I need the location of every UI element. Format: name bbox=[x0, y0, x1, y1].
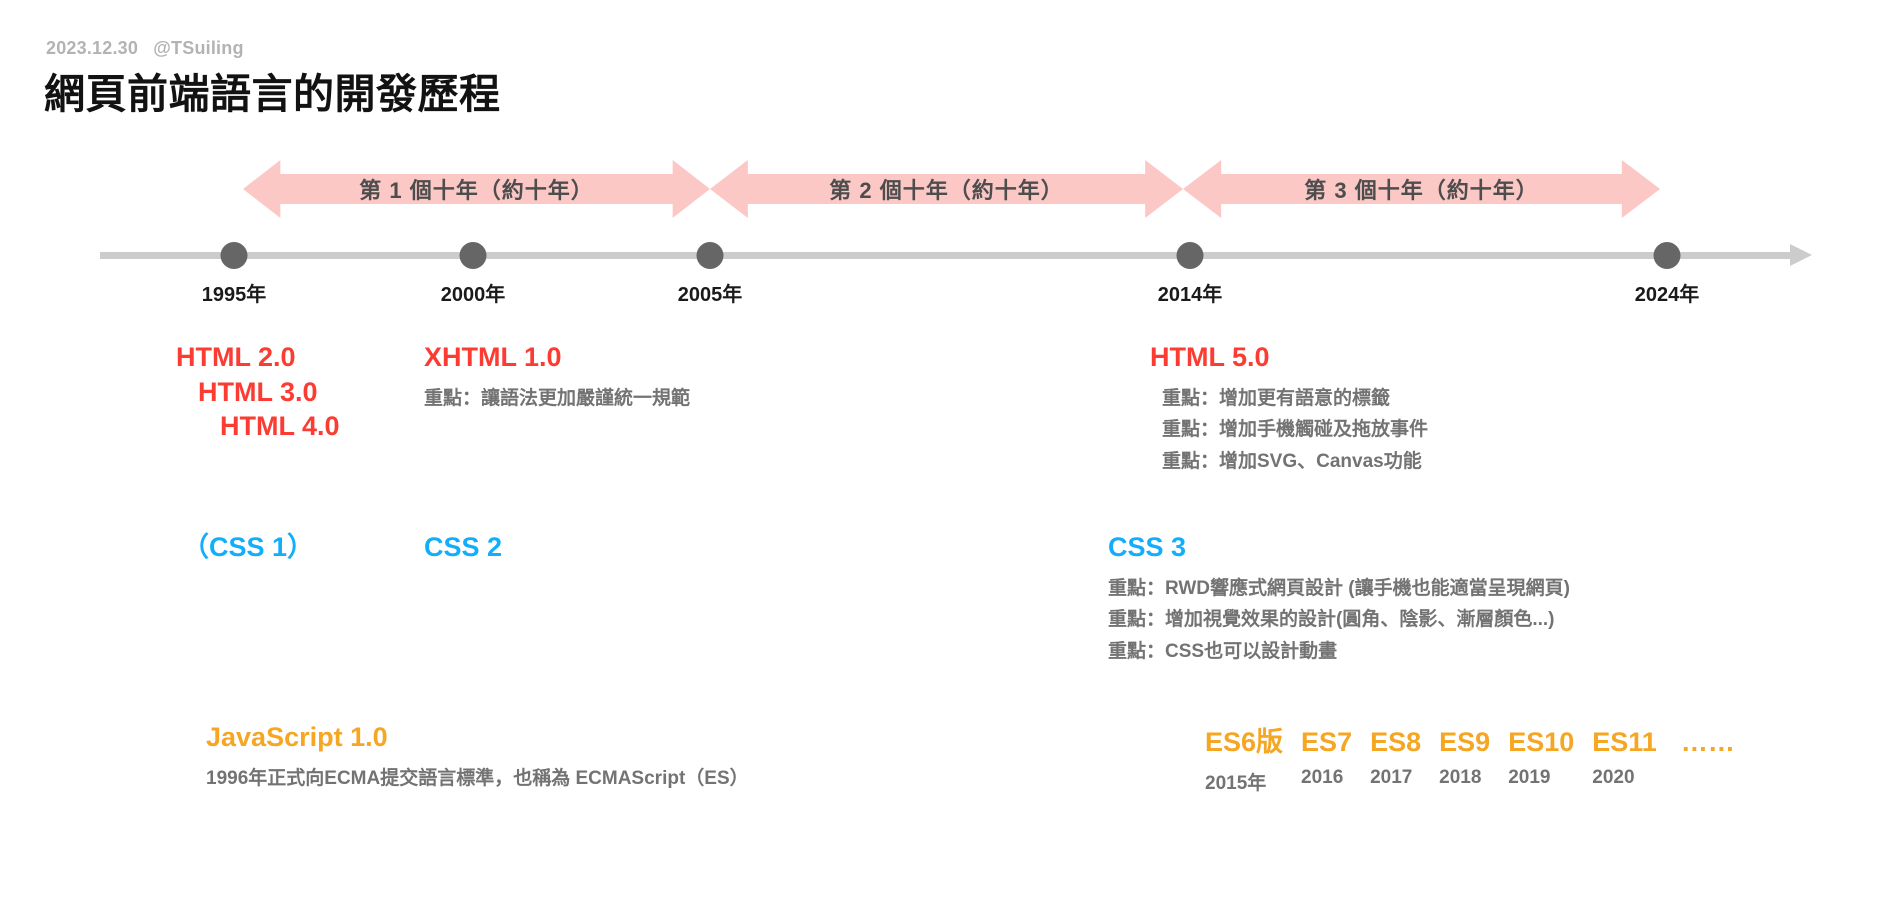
timeline-dot bbox=[220, 242, 248, 269]
timeline-year-label: 1995年 bbox=[201, 284, 267, 306]
es-version-name: ES10 bbox=[1508, 727, 1575, 757]
decade-band-2: 第 2 個十年（約十年） bbox=[710, 160, 1183, 218]
html5-bullet: 重點：增加更有語意的標籤 bbox=[1162, 387, 1391, 409]
es-version-item: ES10 2019 bbox=[1508, 727, 1574, 789]
es-version-item: ES11 2020 bbox=[1592, 727, 1657, 789]
css3-bullet: 重點：增加視覺效果的設計(圓角、陰影、漸層顏色...) bbox=[1108, 609, 1555, 631]
es-version-year: 2015年 bbox=[1205, 773, 1267, 794]
css3-group: CSS 3 重點：RWD響應式網頁設計 (讓手機也能適當呈現網頁) 重點：增加視… bbox=[1108, 530, 1570, 668]
decade-band-label: 第 1 個十年（約十年） bbox=[359, 178, 594, 203]
timeline-dot bbox=[696, 242, 724, 269]
timeline-year-label: 2005年 bbox=[677, 284, 743, 306]
double-arrow-icon bbox=[1183, 160, 1660, 218]
decade-band-1: 第 1 個十年（約十年） bbox=[243, 160, 710, 218]
html-version-label: HTML 3.0 bbox=[198, 376, 318, 407]
javascript-group: JavaScript 1.0 1996年正式向ECMA提交語言標準，也稱為 EC… bbox=[206, 720, 749, 794]
es-version-name: ES11 bbox=[1592, 727, 1657, 757]
javascript-title: JavaScript 1.0 bbox=[206, 722, 388, 752]
css3-bullet: 重點：RWD響應式網頁設計 (讓手機也能適當呈現網頁) bbox=[1108, 577, 1570, 599]
css2-title: CSS 2 bbox=[424, 532, 503, 562]
es-version-name: ES8 bbox=[1370, 727, 1422, 757]
page-title: 網頁前端語言的開發歷程 bbox=[44, 71, 501, 117]
publish-date: 2023.12.30 bbox=[46, 38, 139, 58]
xhtml-bullet: 重點：讓語法更加嚴謹統一規範 bbox=[424, 387, 691, 409]
timeline-year-label: 2000年 bbox=[440, 284, 506, 306]
html5-group: HTML 5.0 重點：增加更有語意的標籤 重點：增加手機觸碰及拖放事件 重點：… bbox=[1150, 340, 1428, 478]
es-version-item: ES9 2018 bbox=[1439, 727, 1490, 789]
decade-band-3: 第 3 個十年（約十年） bbox=[1183, 160, 1660, 218]
html5-bullet: 重點：增加手機觸碰及拖放事件 bbox=[1162, 419, 1429, 441]
timeline-dot bbox=[459, 242, 487, 269]
html-early-versions: HTML 2.0 HTML 3.0 HTML 4.0 bbox=[176, 340, 340, 444]
es-version-item: ES7 2016 bbox=[1301, 727, 1352, 789]
es-version-row: ES6版 2015年 ES7 2016 ES8 2017 ES9 2018 ES10 2019 ES… bbox=[1205, 720, 1735, 795]
html-version-label: HTML 4.0 bbox=[220, 411, 340, 442]
byline: 2023.12.30 @TSuiling bbox=[46, 38, 244, 59]
timeline-dot bbox=[1176, 242, 1204, 269]
es-version-name: ES9 bbox=[1439, 727, 1491, 757]
timeline-dot bbox=[1653, 242, 1681, 269]
css3-bullet: 重點：CSS也可以設計動畫 bbox=[1108, 641, 1338, 663]
css1-title: （CSS 1） bbox=[182, 532, 315, 562]
es-version-item: ES6版 2015年 bbox=[1205, 720, 1283, 795]
decade-band-label: 第 3 個十年（約十年） bbox=[1304, 178, 1539, 203]
es-version-year: 2020 bbox=[1592, 767, 1635, 788]
timeline-year-label: 2014年 bbox=[1157, 284, 1223, 306]
css3-title: CSS 3 bbox=[1108, 532, 1187, 562]
xhtml-title: XHTML 1.0 bbox=[424, 342, 562, 372]
es-version-year: 2016 bbox=[1301, 767, 1344, 788]
double-arrow-icon bbox=[243, 160, 710, 218]
es-version-year: 2018 bbox=[1439, 767, 1482, 788]
javascript-note: 1996年正式向ECMA提交語言標準，也稱為 ECMAScript（ES） bbox=[206, 767, 749, 789]
es-version-year: 2019 bbox=[1508, 767, 1551, 788]
timeline-year-label: 2024年 bbox=[1634, 284, 1700, 306]
xhtml-group: XHTML 1.0 重點：讓語法更加嚴謹統一規範 bbox=[424, 340, 690, 414]
es-version-year: 2017 bbox=[1370, 767, 1413, 788]
es-version-item: ES8 2017 bbox=[1370, 727, 1421, 789]
css1-group: （CSS 1） bbox=[182, 530, 314, 565]
html5-bullet: 重點：增加SVG、Canvas功能 bbox=[1162, 451, 1422, 473]
author-handle: @TSuiling bbox=[153, 38, 244, 58]
es-more-indicator: …… bbox=[1680, 727, 1735, 757]
double-arrow-icon bbox=[710, 160, 1183, 218]
timeline-axis bbox=[100, 252, 1800, 259]
css2-group: CSS 2 bbox=[424, 530, 502, 565]
html5-title: HTML 5.0 bbox=[1150, 342, 1270, 372]
es-versions-group: ES6版 2015年 ES7 2016 ES8 2017 ES9 2018 ES10 2019 ES… bbox=[1205, 720, 1735, 795]
es-version-name: ES7 bbox=[1301, 727, 1353, 757]
es-version-name: ES6版 bbox=[1205, 727, 1284, 757]
axis-arrowhead-icon bbox=[1790, 244, 1812, 266]
decade-band-label: 第 2 個十年（約十年） bbox=[829, 178, 1064, 203]
html-version-label: HTML 2.0 bbox=[176, 342, 296, 372]
